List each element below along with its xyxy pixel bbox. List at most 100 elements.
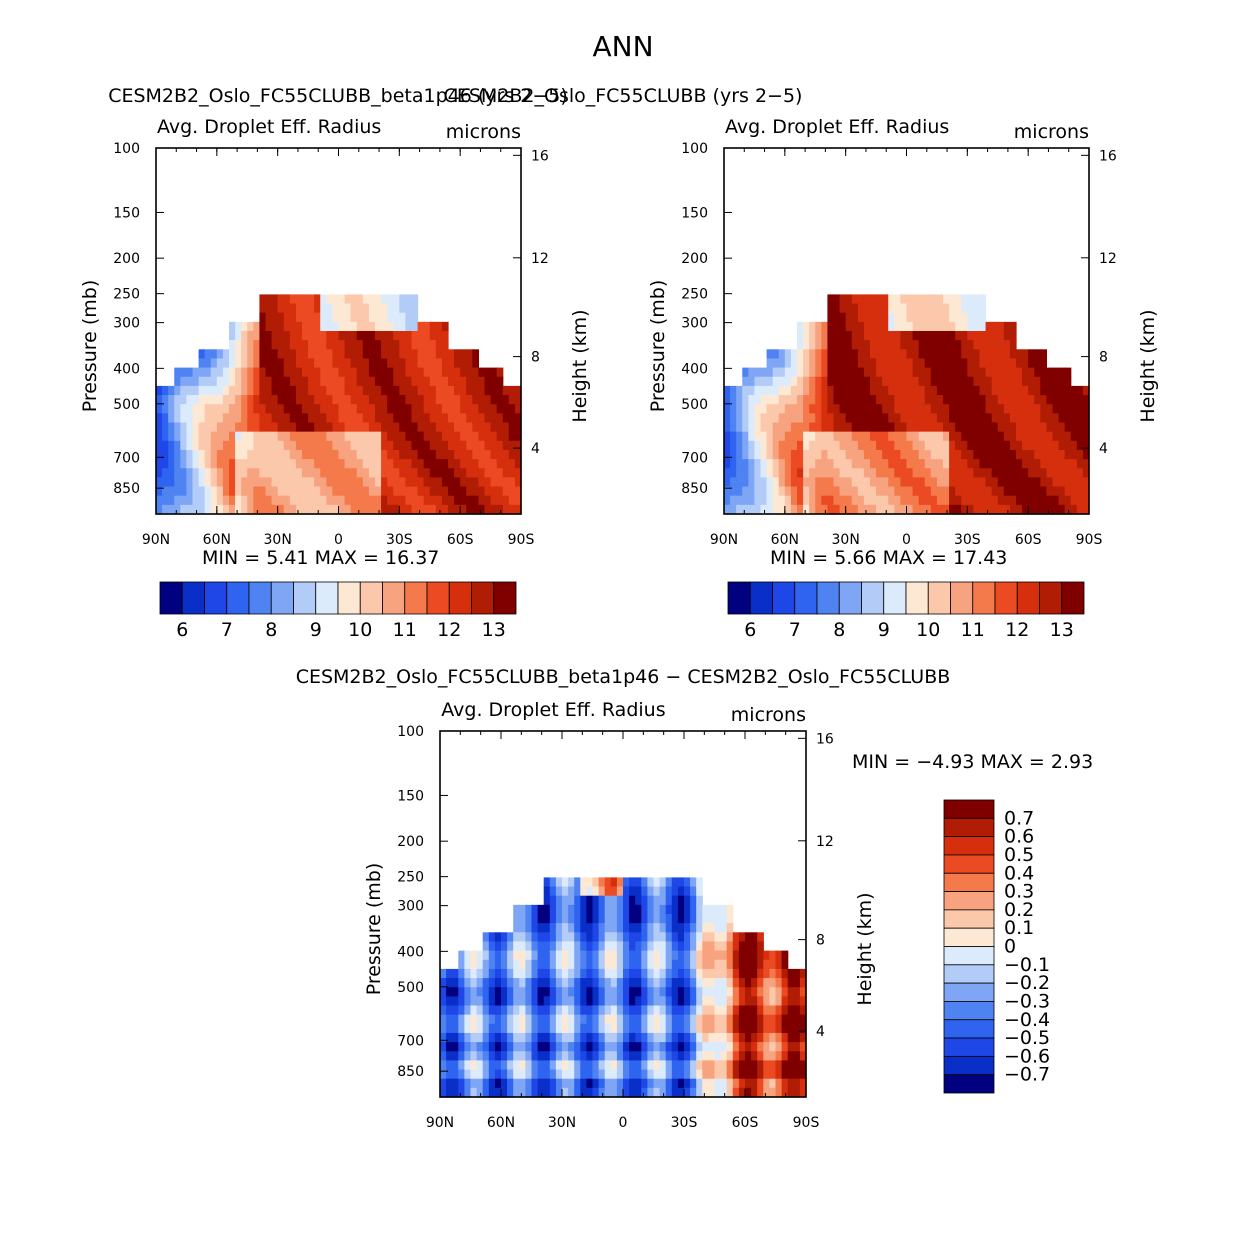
field-cell — [751, 1069, 758, 1080]
field-cell — [726, 1042, 734, 1052]
field-cell — [1009, 459, 1017, 469]
field-cell — [344, 504, 352, 515]
field-cell — [973, 321, 981, 332]
field-cell — [690, 978, 697, 988]
field-cell — [684, 877, 691, 888]
field-cell — [809, 340, 816, 350]
field-cell — [991, 477, 999, 488]
field-cell — [452, 1023, 459, 1034]
field-cell — [784, 495, 792, 506]
field-cell — [702, 959, 709, 970]
field-cell — [726, 1005, 734, 1016]
field-cell — [738, 932, 746, 943]
field-cell — [580, 1042, 587, 1052]
field-cell — [1076, 422, 1084, 433]
field-cell — [635, 1078, 642, 1089]
field-cell — [454, 431, 461, 442]
field-cell — [671, 1060, 679, 1071]
field-cell — [476, 987, 484, 997]
field-cell — [448, 495, 455, 506]
field-cell — [549, 1023, 557, 1034]
field-cell — [677, 996, 685, 1007]
field-cell — [742, 395, 749, 405]
colorbar-swatch — [159, 581, 183, 615]
field-cell — [766, 449, 774, 460]
field-cell — [985, 367, 993, 378]
field-cell — [930, 440, 938, 451]
field-cell — [435, 413, 443, 424]
field-cell — [586, 1060, 594, 1071]
field-cell — [997, 440, 1005, 451]
field-cell — [222, 376, 230, 387]
field-cell — [900, 504, 908, 515]
field-cell — [501, 1051, 508, 1061]
field-cell — [757, 968, 764, 979]
field-cell — [519, 1078, 526, 1089]
field-cell — [724, 440, 731, 451]
field-cell — [387, 340, 394, 350]
field-cell — [772, 413, 780, 424]
field-cell — [930, 495, 938, 506]
field-cell — [809, 504, 816, 515]
field-cell — [724, 431, 731, 442]
field-cell — [629, 950, 636, 961]
field-cell — [763, 996, 770, 1007]
field-cell — [851, 395, 859, 405]
field-cell — [156, 404, 163, 414]
field-cell — [732, 959, 740, 970]
field-cell — [1082, 422, 1090, 433]
field-cell — [423, 440, 431, 451]
field-cell — [423, 431, 431, 442]
field-cell — [446, 1042, 453, 1052]
field-cell — [259, 449, 267, 460]
field-cell — [900, 376, 908, 387]
field-cell — [502, 477, 510, 488]
field-cell — [440, 1005, 447, 1016]
field-cell — [1028, 349, 1035, 360]
field-cell — [610, 1060, 618, 1071]
field-cell — [494, 1060, 502, 1071]
field-cell — [653, 1023, 661, 1034]
field-cell — [781, 1014, 789, 1025]
units-label: microns — [731, 704, 806, 726]
field-cell — [839, 431, 847, 442]
colorbar-label: 8 — [265, 619, 277, 641]
field-cell — [1058, 367, 1066, 378]
field-cell — [598, 1078, 606, 1089]
field-cell — [302, 431, 309, 442]
field-cell — [751, 1023, 758, 1034]
field-cell — [991, 440, 999, 451]
field-cell — [1040, 367, 1048, 378]
field-cell — [531, 904, 539, 915]
field-cell — [815, 431, 822, 442]
field-cell — [446, 1051, 453, 1061]
field-cell — [210, 504, 218, 515]
field-cell — [659, 1069, 667, 1080]
field-cell — [623, 1023, 630, 1034]
y2-tick-label: 8 — [1099, 350, 1108, 366]
field-cell — [204, 395, 212, 405]
field-cell — [799, 1023, 807, 1034]
field-cell — [955, 449, 962, 460]
field-cell — [754, 459, 762, 469]
field-cell — [289, 422, 297, 433]
field-cell — [888, 331, 895, 341]
field-cell — [949, 321, 956, 332]
field-cell — [362, 312, 370, 323]
field-cell — [180, 385, 188, 396]
field-cell — [900, 294, 908, 305]
field-cell — [356, 358, 364, 369]
field-cell — [1034, 459, 1041, 469]
field-cell — [362, 404, 370, 414]
field-cell — [961, 294, 968, 305]
field-cell — [549, 895, 557, 906]
field-cell — [1009, 385, 1017, 396]
colorbar-label: 10 — [916, 619, 940, 641]
field-cell — [616, 932, 624, 943]
field-cell — [393, 321, 400, 332]
field-cell — [192, 495, 200, 506]
field-cell — [446, 978, 453, 988]
field-cell — [778, 349, 786, 360]
field-cell — [387, 413, 394, 424]
field-cell — [458, 1042, 465, 1052]
